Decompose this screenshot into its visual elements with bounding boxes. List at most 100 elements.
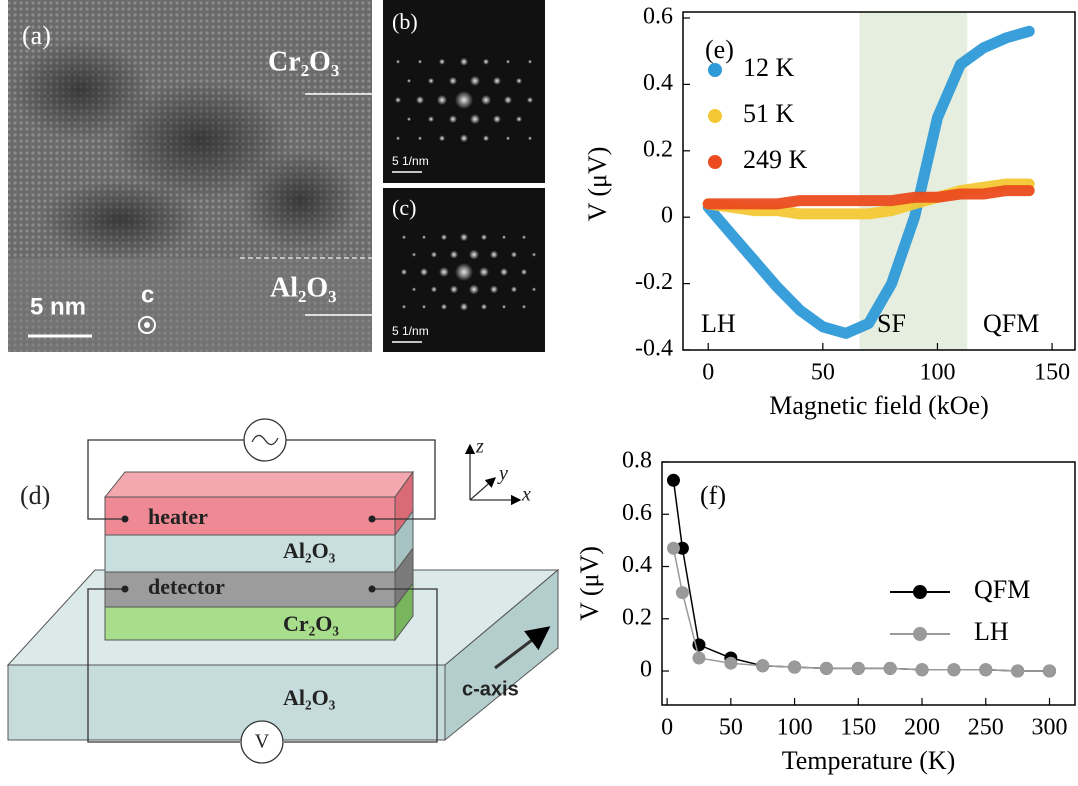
spot [431, 286, 437, 292]
spot [416, 96, 424, 104]
panel-label: (d) [20, 481, 50, 510]
y-tick-label: -0.2 [635, 269, 673, 295]
spot [527, 97, 533, 103]
x-tick-label: 100 [777, 715, 813, 741]
spot [450, 285, 458, 293]
data-point [884, 662, 897, 675]
spot [528, 136, 532, 140]
x-tick-label: 50 [811, 360, 835, 386]
panel-label: (b) [392, 9, 418, 34]
layer-label: Al₂O₃ [283, 538, 336, 563]
spot [418, 136, 422, 140]
data-point [667, 474, 680, 487]
x-axis-label: Temperature (K) [782, 746, 956, 775]
spot [460, 134, 468, 142]
shaded-region [860, 12, 968, 350]
x-tick-label: 150 [1034, 360, 1070, 386]
spot [396, 60, 400, 64]
axis-label: y [497, 463, 508, 485]
panel-label: (a) [22, 21, 51, 50]
spot [481, 95, 491, 105]
x-tick-label: 200 [904, 715, 940, 741]
annotation: QFM [983, 309, 1039, 338]
spot [469, 250, 479, 260]
panel-label: (c) [392, 195, 416, 220]
y-tick-label: 0.6 [643, 4, 673, 30]
spot [522, 235, 526, 239]
data-point [1043, 665, 1056, 678]
figure: (a) Cr₂O₃ Al₂O₃ 5 nm c (b) 5 1/nm (c) 5 … [0, 0, 1078, 786]
spot [428, 116, 434, 122]
data-point [1011, 665, 1024, 678]
y-tick-label: 0.2 [622, 604, 652, 630]
layer-label: Cr₂O₃ [283, 611, 339, 636]
annotation: LH [701, 309, 736, 338]
spot [506, 60, 510, 64]
data-point [667, 542, 680, 555]
annotation: SF [877, 309, 906, 338]
y-axis-label: V (μV) [575, 546, 604, 621]
x-tick-label: 300 [1032, 715, 1068, 741]
spot [470, 114, 480, 124]
legend-label: QFM [974, 575, 1030, 604]
spot [449, 115, 457, 123]
layer-label: Cr₂O₃ [268, 46, 339, 77]
spot [479, 267, 489, 277]
spot [516, 78, 522, 84]
data-point [692, 651, 705, 664]
data-point [756, 659, 769, 672]
data-point [916, 663, 929, 676]
legend-label: 249 K [743, 145, 808, 174]
data-point [947, 663, 960, 676]
spot [420, 268, 428, 276]
legend-label: LH [974, 617, 1009, 646]
spot [490, 285, 498, 293]
x-tick-label: 0 [702, 360, 714, 386]
x-tick-label: 100 [919, 360, 955, 386]
spot [412, 253, 416, 257]
spot [532, 287, 536, 291]
spot [511, 286, 517, 292]
legend-marker [913, 585, 927, 599]
legend-marker [708, 63, 722, 77]
spot [402, 235, 406, 239]
y-tick-label: 0 [640, 657, 652, 683]
x-tick-label: 50 [719, 715, 743, 741]
spot [481, 234, 487, 240]
spot [437, 95, 447, 105]
spot [422, 305, 426, 309]
spot [407, 117, 411, 121]
spot [460, 303, 468, 311]
spot [506, 136, 510, 140]
y-tick-label: 0.8 [622, 448, 652, 474]
data-point [820, 662, 833, 675]
spot [450, 251, 458, 259]
spot [396, 136, 400, 140]
data-point [724, 657, 737, 670]
spot [460, 58, 468, 66]
spot [431, 252, 437, 258]
legend-marker [708, 155, 722, 169]
spot [493, 115, 501, 123]
spot [455, 263, 473, 281]
panel-label: (f) [700, 481, 726, 510]
axis-label: c [141, 281, 154, 308]
spot [483, 135, 489, 141]
spot [528, 60, 532, 64]
data-point [788, 661, 801, 674]
layer-label: detector [148, 574, 225, 599]
spot [532, 253, 536, 257]
axis-label: z [475, 436, 484, 458]
spot [483, 59, 489, 65]
spot [511, 252, 517, 258]
spot [469, 284, 479, 294]
y-tick-label: 0.4 [643, 70, 673, 96]
spot [441, 234, 447, 240]
layer-label: Al₂O₃ [283, 685, 336, 710]
spot [439, 135, 445, 141]
spot [441, 304, 447, 310]
data-point [676, 586, 689, 599]
spot [460, 233, 468, 241]
legend-label: 51 K [743, 99, 795, 128]
layer-label: Al₂O₃ [270, 272, 337, 303]
